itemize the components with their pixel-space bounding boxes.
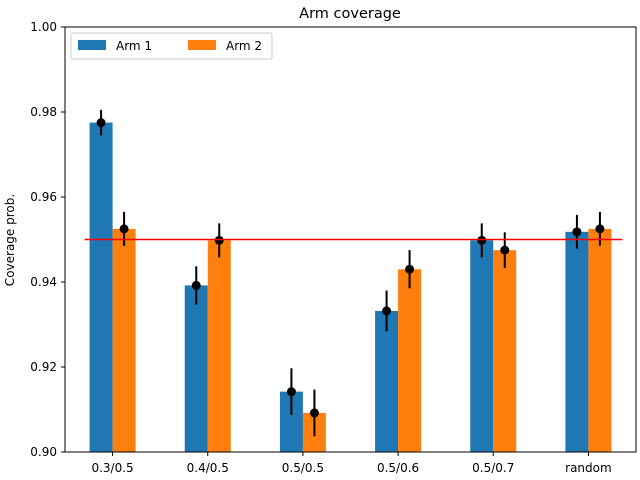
plot-frame xyxy=(64,26,637,453)
point-2-1 xyxy=(214,235,224,245)
legend-label-1: Arm 1 xyxy=(116,39,152,53)
point-1-3 xyxy=(382,306,392,316)
bar-2-5 xyxy=(588,228,612,452)
bar-1-5 xyxy=(565,231,589,452)
bar-1-0 xyxy=(89,122,113,452)
bar-2-4 xyxy=(493,250,517,452)
y-tick-label-3: 0.96 xyxy=(30,190,57,204)
y-tick-label-4: 0.98 xyxy=(30,105,57,119)
bar-1-2 xyxy=(279,391,303,452)
y-tick-label-1: 0.92 xyxy=(30,360,57,374)
point-2-5 xyxy=(595,224,605,234)
point-1-0 xyxy=(96,118,106,128)
legend-box xyxy=(70,32,273,60)
bar-2-0 xyxy=(112,228,136,452)
legend: Arm 1 Arm 2 xyxy=(70,32,273,60)
bar-2-1 xyxy=(207,240,231,452)
y-axis-label: Coverage prob. xyxy=(3,194,17,286)
point-1-1 xyxy=(191,280,201,290)
bar-2-3 xyxy=(398,269,422,452)
error-bars-group xyxy=(96,109,605,437)
chart-title: Arm coverage xyxy=(299,6,401,22)
point-2-4 xyxy=(500,245,510,255)
y-tick-label-5: 1.00 xyxy=(30,20,57,34)
x-tick-label-2: 0.5/0.5 xyxy=(282,461,324,475)
point-2-0 xyxy=(119,224,129,234)
bar-1-1 xyxy=(184,285,208,452)
point-2-2 xyxy=(309,408,319,418)
y-tick-label-2: 0.94 xyxy=(30,275,57,289)
bar-1-4 xyxy=(470,240,494,452)
y-axis-ticks: 0.90 0.92 0.94 0.96 0.98 1.00 xyxy=(30,20,65,459)
point-1-5 xyxy=(572,227,582,237)
legend-label-2: Arm 2 xyxy=(226,39,262,53)
y-tick-label-0: 0.90 xyxy=(30,445,57,459)
x-tick-label-1: 0.4/0.5 xyxy=(187,461,229,475)
x-tick-label-0: 0.3/0.5 xyxy=(91,461,133,475)
point-1-2 xyxy=(286,387,296,397)
x-tick-label-5: random xyxy=(565,461,612,475)
point-1-4 xyxy=(477,235,487,245)
bar-1-3 xyxy=(375,310,399,452)
bars-group xyxy=(89,122,612,452)
x-axis-ticks: 0.3/0.5 0.4/0.5 0.5/0.5 0.5/0.6 0.5/0.7 rando… xyxy=(91,452,612,475)
x-tick-label-3: 0.5/0.6 xyxy=(377,461,419,475)
x-tick-label-4: 0.5/0.7 xyxy=(472,461,514,475)
point-2-3 xyxy=(405,264,415,274)
legend-swatch-2 xyxy=(188,40,216,50)
legend-swatch-1 xyxy=(78,40,106,50)
